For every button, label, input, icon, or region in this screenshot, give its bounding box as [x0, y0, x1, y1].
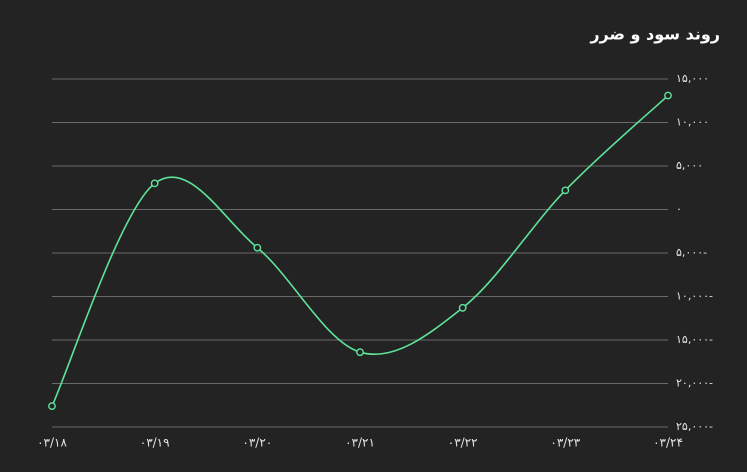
y-tick-label: ۱۰,۰۰۰- [676, 290, 713, 303]
x-tick-label: ۰۳/۲۲ [448, 436, 478, 450]
point [356, 348, 364, 357]
point [561, 186, 570, 195]
x-tick-label: ۰۳/۱۹ [140, 436, 170, 450]
y-tick-label: ۱۰,۰۰۰ [676, 116, 709, 129]
y-tick-label: ۱۵,۰۰۰ [676, 72, 709, 85]
y-tick-label: ۵,۰۰۰- [676, 246, 707, 259]
x-tick-label: ۰۳/۲۱ [345, 436, 375, 450]
y-tick-label: ۲۰,۰۰۰- [676, 377, 713, 390]
point [48, 402, 56, 411]
y-tick-label: ۰ [676, 203, 682, 216]
x-tick-label: ۰۳/۲۴ [653, 436, 683, 450]
point [664, 91, 672, 100]
y-tick-label: ۲۵,۰۰۰- [676, 420, 713, 433]
chart-title: روند سود و ضرر [589, 25, 720, 44]
point [253, 243, 262, 252]
point [150, 179, 159, 188]
y-tick-label: ۱۵,۰۰۰- [676, 333, 713, 346]
x-tick-label: ۰۳/۱۸ [37, 436, 67, 450]
point [458, 303, 467, 312]
x-tick-label: ۰۳/۲۰ [242, 436, 272, 450]
y-tick-label: ۵,۰۰۰ [676, 159, 703, 172]
x-tick-label: ۰۳/۲۳ [550, 436, 580, 450]
